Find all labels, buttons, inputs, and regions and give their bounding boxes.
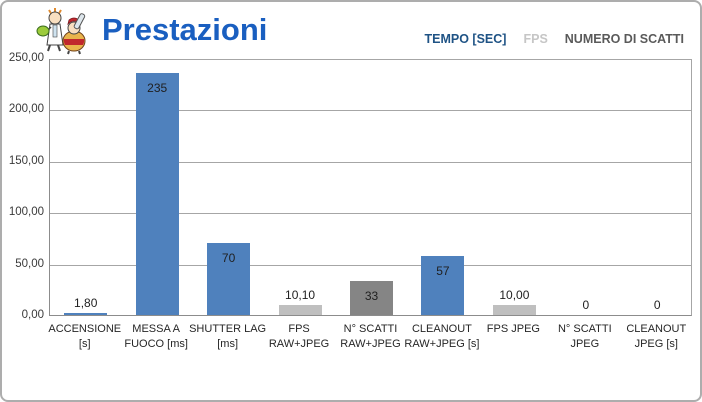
chart-bar <box>278 304 322 315</box>
bar-value-label: 10,10 <box>285 287 316 302</box>
gridline <box>50 264 691 266</box>
legend-item-fps: FPS <box>523 32 548 46</box>
mascots-logo-icon <box>36 8 86 55</box>
y-tick-label: 0,00 <box>21 309 44 321</box>
chart-bar <box>421 256 465 315</box>
x-category-label: MESSA A FUOCO [ms] <box>124 323 188 351</box>
bar-value-label: 235 <box>147 81 168 96</box>
y-tick-label: 100,00 <box>8 206 44 219</box>
y-tick-label: 50,00 <box>15 257 44 270</box>
y-tick-label: 200,00 <box>8 103 44 116</box>
legend-item-tempo: TEMPO [SEC] <box>424 32 507 46</box>
gridline <box>50 161 691 163</box>
gridline <box>50 110 691 112</box>
bar-value-label: 33 <box>364 289 379 304</box>
chart-legend: TEMPO [SEC] FPS NUMERO DI SCATTI <box>425 32 684 46</box>
legend-item-scatti: NUMERO DI SCATTI <box>564 32 684 46</box>
gridline <box>50 59 691 60</box>
chart-bar <box>207 243 251 315</box>
x-category-label: SHUTTER LAG [ms] <box>189 323 267 351</box>
x-category-label: CLEANOUT JPEG [s] <box>626 323 687 351</box>
y-tick-label: 150,00 <box>8 154 44 167</box>
chart-bar <box>492 304 536 315</box>
plot-area: 1,80 235 70 10,10 33 57 10,00 0 0 <box>49 59 692 316</box>
x-category-label: FPS JPEG <box>486 323 540 335</box>
chart-title: Prestazioni <box>102 12 268 47</box>
gridline <box>50 213 691 215</box>
x-category-label: N° SCATTI RAW+JPEG <box>340 323 401 351</box>
bar-value-label: 10,00 <box>499 287 530 302</box>
x-category-label: FPS RAW+JPEG <box>268 323 330 351</box>
bar-value-label: 57 <box>436 264 450 279</box>
chart-bar <box>64 313 108 315</box>
chart-bar <box>135 73 179 315</box>
chart-bar <box>350 281 393 315</box>
bar-value-label: 1,80 <box>74 296 98 311</box>
x-axis-labels: ACCENSIONE [s] MESSA A FUOCO [ms] SHUTTER … <box>48 322 692 382</box>
bar-value-label: 0 <box>582 298 590 312</box>
bar-value-label: 0 <box>653 298 661 312</box>
x-category-label: ACCENSIONE [s] <box>48 323 122 351</box>
x-category-label: N° SCATTI JPEG <box>557 323 612 351</box>
x-category-label: CLEANOUT RAW+JPEG [s] <box>404 323 480 351</box>
bar-value-label: 70 <box>221 251 236 266</box>
